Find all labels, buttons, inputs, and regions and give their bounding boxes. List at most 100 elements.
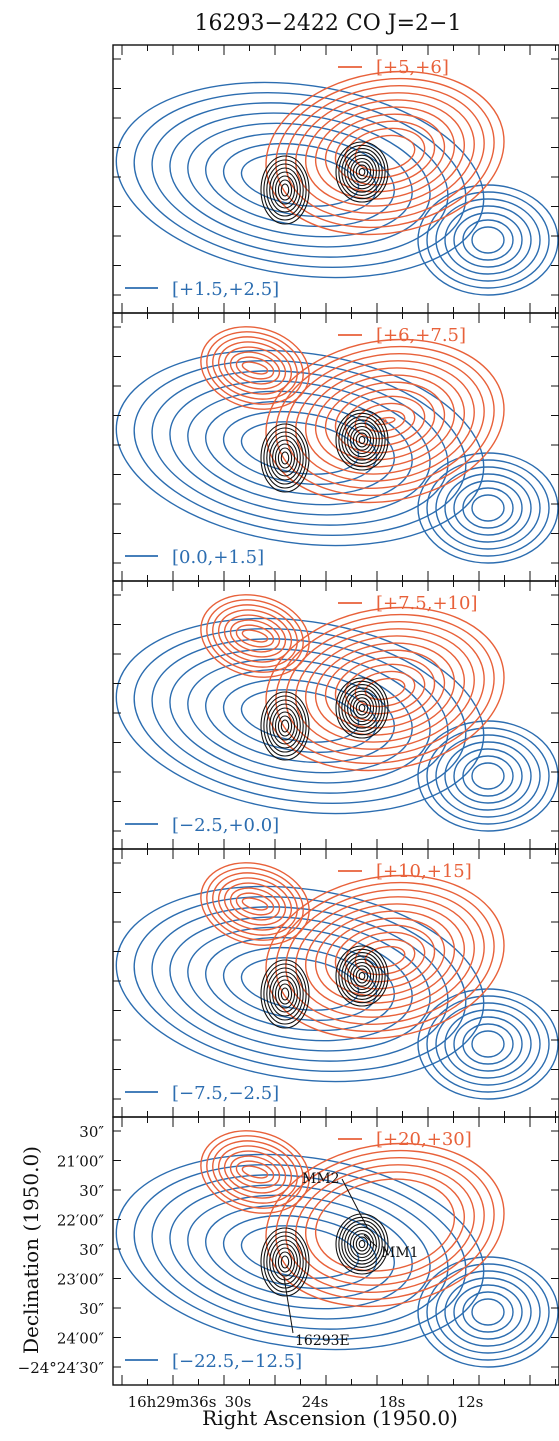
red-velocity-label: [+5,+6] bbox=[376, 57, 449, 78]
black-contour bbox=[269, 167, 301, 213]
blue-contour bbox=[169, 112, 431, 248]
red-contour bbox=[200, 326, 310, 410]
blue-velocity-label: [+1.5,+2.5] bbox=[172, 279, 279, 300]
y-tick-label: −24°24′30″ bbox=[18, 1359, 105, 1377]
red-contour bbox=[344, 663, 426, 715]
black-contour bbox=[352, 697, 372, 719]
black-contour bbox=[260, 691, 310, 761]
contours bbox=[115, 326, 559, 564]
red-contour bbox=[304, 367, 466, 475]
blue-contour bbox=[205, 936, 395, 1032]
red-contour bbox=[295, 360, 475, 482]
blue-contour bbox=[471, 226, 505, 254]
black-contour bbox=[263, 963, 307, 1025]
red-contour bbox=[285, 889, 485, 1025]
red-contour bbox=[241, 361, 269, 375]
annotation-pointer bbox=[363, 1234, 378, 1248]
blue-contour bbox=[462, 755, 514, 797]
black-contour bbox=[344, 419, 380, 461]
black-contour bbox=[352, 161, 372, 183]
x-tick-label: 12s bbox=[457, 1393, 484, 1411]
red-contour bbox=[200, 862, 310, 946]
y-axis-label: Declination (1950.0) bbox=[19, 1146, 43, 1354]
y-tick-label: 30″ bbox=[79, 1123, 104, 1141]
red-contour bbox=[229, 619, 281, 653]
annotation-pointer bbox=[341, 1178, 369, 1230]
red-velocity-label: [+20,+30] bbox=[376, 1129, 472, 1150]
blue-contour bbox=[471, 1030, 505, 1058]
black-contour bbox=[352, 965, 372, 987]
blue-contour bbox=[426, 1263, 550, 1361]
blue-contour bbox=[205, 668, 395, 764]
black-contour bbox=[344, 687, 380, 729]
red-contour bbox=[314, 106, 456, 200]
red-contour bbox=[206, 599, 304, 673]
red-contour bbox=[217, 609, 293, 663]
blue-contour bbox=[453, 480, 523, 536]
black-contour bbox=[272, 975, 298, 1013]
black-contour bbox=[347, 1226, 377, 1262]
x-tick-label: 16h29m36s bbox=[128, 1393, 217, 1411]
panel-5: [+20,+30] [−22.5,−12.5] bbox=[112, 1116, 559, 1386]
tick-marks bbox=[113, 1117, 559, 1385]
black-contour bbox=[274, 711, 296, 741]
red-contour bbox=[314, 374, 456, 468]
red-contour bbox=[206, 331, 304, 405]
black-contour bbox=[349, 425, 375, 455]
red-contour bbox=[223, 882, 287, 926]
tick-marks bbox=[113, 45, 559, 313]
red-contour bbox=[235, 356, 275, 380]
black-contour bbox=[266, 967, 304, 1021]
blue-velocity-label: [−2.5,+0.0] bbox=[172, 815, 279, 836]
blue-velocity-label: [0.0,+1.5] bbox=[172, 547, 264, 568]
black-contour bbox=[335, 945, 389, 1007]
black-contour bbox=[277, 715, 293, 737]
red-contour bbox=[217, 341, 293, 395]
black-contour bbox=[347, 154, 377, 190]
red-contour bbox=[295, 92, 475, 214]
black-contour bbox=[269, 435, 301, 481]
black-contour bbox=[338, 1216, 386, 1272]
red-contour bbox=[241, 1165, 269, 1179]
blue-contour bbox=[435, 198, 541, 282]
black-contour bbox=[263, 695, 307, 757]
red-contour bbox=[324, 649, 446, 729]
black-contour bbox=[341, 684, 383, 732]
black-contour bbox=[269, 703, 301, 749]
axes-group: 30″ 21′00″ 30″ 22′00″ 30″ 23′00″ 30″ 24′00″ −24°… bbox=[18, 1123, 484, 1411]
black-contour bbox=[280, 719, 290, 733]
red-contour bbox=[212, 872, 298, 936]
black-contour bbox=[338, 948, 386, 1004]
blue-contour bbox=[169, 1184, 431, 1320]
black-contour bbox=[335, 677, 389, 739]
black-contour bbox=[358, 1239, 366, 1249]
blue-contour bbox=[426, 995, 550, 1093]
blue-contour bbox=[444, 1277, 532, 1347]
black-contour bbox=[280, 451, 290, 465]
x-tick-label: 30s bbox=[225, 1393, 252, 1411]
black-contour bbox=[260, 423, 310, 493]
blue-contour bbox=[205, 1204, 395, 1300]
black-contour bbox=[272, 439, 298, 477]
red-contour bbox=[334, 924, 436, 990]
red-contour bbox=[344, 127, 426, 179]
red-contour bbox=[229, 351, 281, 385]
blue-contour bbox=[417, 720, 559, 832]
red-contour bbox=[334, 656, 436, 722]
black-contour bbox=[266, 1235, 304, 1289]
red-contour bbox=[206, 1135, 304, 1209]
black-contour bbox=[272, 1243, 298, 1281]
red-contour bbox=[295, 628, 475, 750]
y-tick-label: 30″ bbox=[79, 1241, 104, 1259]
black-contour bbox=[338, 680, 386, 736]
blue-contour bbox=[471, 1298, 505, 1326]
red-contour bbox=[383, 419, 387, 423]
black-contour bbox=[260, 155, 310, 225]
black-contour bbox=[355, 700, 369, 716]
blue-contour bbox=[187, 122, 413, 238]
black-contour bbox=[338, 412, 386, 468]
contours bbox=[115, 594, 559, 832]
red-contour bbox=[285, 621, 485, 757]
blue-contour bbox=[187, 1194, 413, 1310]
red-contour bbox=[295, 1164, 475, 1286]
